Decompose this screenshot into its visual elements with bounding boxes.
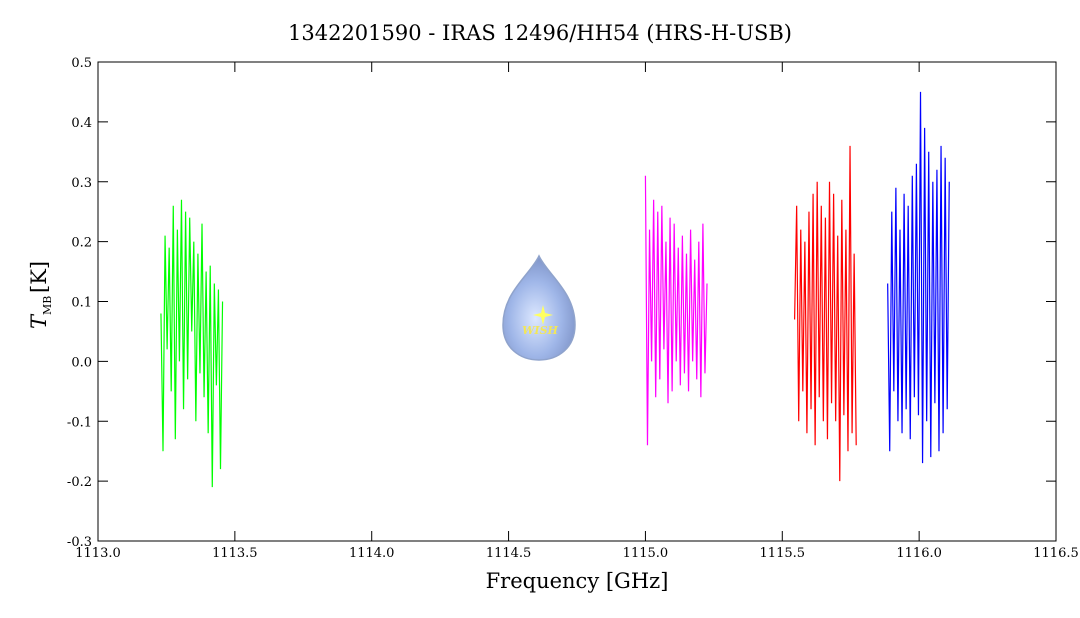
- y-label-unit: [K]: [27, 261, 51, 293]
- x-tick-label: 1113.0: [75, 546, 121, 561]
- chart-title: 1342201590 - IRAS 12496/HH54 (HRS-H-USB): [288, 21, 792, 45]
- spectrum-line: [644, 175, 708, 446]
- y-tick-label: 0.3: [71, 176, 92, 191]
- x-axis-label: Frequency [GHz]: [486, 569, 669, 593]
- logo-drop: [502, 254, 576, 361]
- y-tick-label: -0.2: [67, 475, 92, 490]
- logo-star: [533, 305, 553, 325]
- x-tick-label: 1115.0: [623, 546, 669, 561]
- spectrum-line: [160, 199, 224, 488]
- y-tick-label: 0.2: [71, 236, 92, 251]
- y-label-symbol: T: [27, 313, 51, 329]
- y-tick-label: -0.3: [67, 535, 92, 550]
- y-axis-label: T MB [K]: [27, 261, 54, 329]
- x-tick-label: 1114.5: [486, 546, 532, 561]
- y-tick-label: -0.1: [67, 415, 92, 430]
- spectrum-line: [794, 145, 857, 482]
- y-tick-label: 0.5: [71, 56, 92, 71]
- y-label-subscript: MB: [41, 296, 54, 315]
- x-tick-label: 1114.0: [349, 546, 395, 561]
- plot-frame: [97, 61, 1057, 542]
- logo: WISH: [502, 254, 576, 361]
- x-tick-label: 1116.0: [896, 546, 942, 561]
- x-tick-label: 1115.5: [760, 546, 806, 561]
- y-tick-label: 0.0: [71, 355, 92, 370]
- y-tick-label: 0.4: [71, 116, 92, 131]
- x-tick-label: 1113.5: [212, 546, 258, 561]
- y-tick-label: 0.1: [71, 296, 92, 311]
- x-tick-label: 1116.5: [1033, 546, 1079, 561]
- logo-text: WISH: [522, 324, 558, 337]
- spectrum-line: [887, 91, 950, 464]
